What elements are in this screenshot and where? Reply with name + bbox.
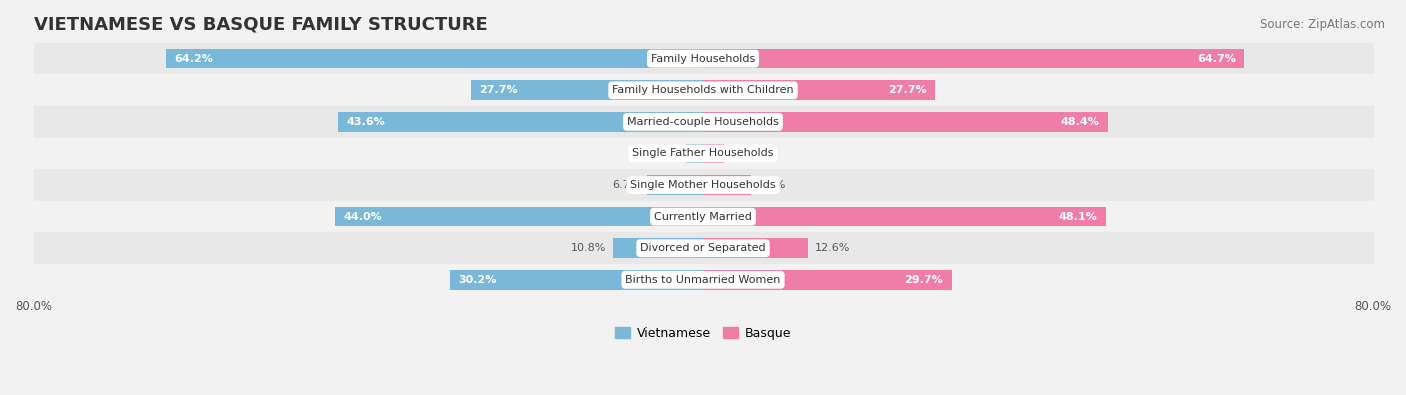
Text: Single Father Households: Single Father Households	[633, 149, 773, 158]
Bar	[34, 138, 1372, 169]
Bar	[703, 49, 1244, 68]
Text: Births to Unmarried Women: Births to Unmarried Women	[626, 275, 780, 285]
Text: 6.7%: 6.7%	[612, 180, 640, 190]
Text: 27.7%: 27.7%	[887, 85, 927, 95]
Bar	[337, 112, 703, 132]
Text: 44.0%: 44.0%	[343, 212, 382, 222]
Bar	[335, 207, 703, 226]
Bar	[34, 264, 1372, 295]
Text: 64.7%: 64.7%	[1198, 54, 1236, 64]
Bar	[34, 232, 1372, 264]
Text: VIETNAMESE VS BASQUE FAMILY STRUCTURE: VIETNAMESE VS BASQUE FAMILY STRUCTURE	[34, 15, 488, 33]
Bar	[703, 175, 751, 195]
Text: 12.6%: 12.6%	[815, 243, 851, 253]
Bar	[34, 201, 1372, 232]
Text: 27.7%: 27.7%	[479, 85, 519, 95]
Bar	[471, 81, 703, 100]
Text: 5.7%: 5.7%	[758, 180, 786, 190]
Bar	[34, 106, 1372, 138]
Text: Single Mother Households: Single Mother Households	[630, 180, 776, 190]
Bar	[166, 49, 703, 68]
Text: Source: ZipAtlas.com: Source: ZipAtlas.com	[1260, 18, 1385, 31]
Bar	[647, 175, 703, 195]
Bar	[703, 81, 935, 100]
Bar	[34, 75, 1372, 106]
Bar	[34, 43, 1372, 75]
Bar	[613, 239, 703, 258]
Bar	[703, 270, 952, 290]
Bar	[703, 112, 1108, 132]
Bar	[703, 144, 724, 163]
Bar	[450, 270, 703, 290]
Text: 2.0%: 2.0%	[651, 149, 679, 158]
Legend: Vietnamese, Basque: Vietnamese, Basque	[610, 322, 796, 345]
Text: 10.8%: 10.8%	[571, 243, 606, 253]
Bar	[34, 169, 1372, 201]
Text: 43.6%: 43.6%	[346, 117, 385, 127]
Bar	[686, 144, 703, 163]
Text: Family Households: Family Households	[651, 54, 755, 64]
Text: Family Households with Children: Family Households with Children	[612, 85, 794, 95]
Text: Married-couple Households: Married-couple Households	[627, 117, 779, 127]
Text: 48.4%: 48.4%	[1060, 117, 1099, 127]
Text: 29.7%: 29.7%	[904, 275, 943, 285]
Text: Currently Married: Currently Married	[654, 212, 752, 222]
Text: Divorced or Separated: Divorced or Separated	[640, 243, 766, 253]
Text: 2.5%: 2.5%	[731, 149, 759, 158]
Text: 30.2%: 30.2%	[458, 275, 496, 285]
Text: 48.1%: 48.1%	[1059, 212, 1097, 222]
Bar	[703, 239, 808, 258]
Bar	[703, 207, 1105, 226]
Text: 64.2%: 64.2%	[174, 54, 212, 64]
